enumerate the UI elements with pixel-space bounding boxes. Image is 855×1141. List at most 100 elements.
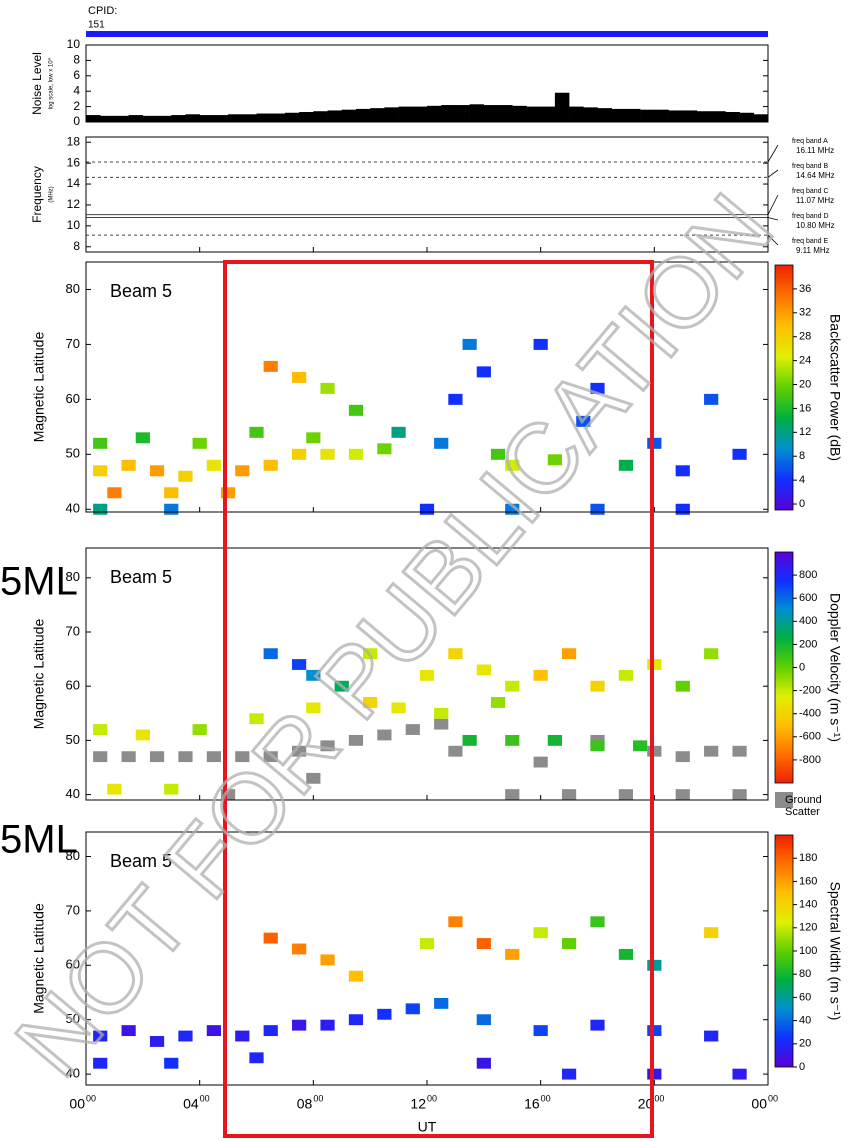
data-cell xyxy=(490,697,506,708)
data-cell xyxy=(377,443,392,455)
data-cell xyxy=(618,459,634,471)
data-cell xyxy=(263,360,278,372)
data-cell xyxy=(476,664,491,676)
colorbar-tick-label: 0 xyxy=(799,498,805,510)
data-cell xyxy=(419,669,435,681)
colorbar-tick-label: 180 xyxy=(799,852,817,864)
data-cell xyxy=(192,437,207,449)
data-cell xyxy=(292,1019,307,1031)
y-tick-label: 16 xyxy=(67,155,81,169)
y-tick-label: 70 xyxy=(66,902,80,917)
freq-band-name: freq band B xyxy=(792,163,829,170)
data-cell xyxy=(561,648,577,660)
y-tick-label: 60 xyxy=(66,391,80,406)
colorbar-label: Spectral Width (m s⁻¹) xyxy=(827,882,843,1021)
data-cell xyxy=(135,729,150,741)
data-cell xyxy=(320,954,335,966)
data-cell xyxy=(419,503,435,515)
colorbar-tick-label: -200 xyxy=(799,685,821,697)
data-cell xyxy=(647,437,662,449)
y-axis-label: Noise Level xyxy=(30,52,44,115)
freq-band-name: freq band D xyxy=(792,213,829,220)
y-tick-label: 80 xyxy=(66,281,80,296)
colorbar-label: Doppler Velocity (m s⁻¹) xyxy=(827,593,843,742)
ground-scatter-swatch xyxy=(775,792,793,808)
y-tick-label: 50 xyxy=(66,446,80,461)
side-label: 5ML xyxy=(0,818,78,862)
y-tick-label: 70 xyxy=(66,623,80,638)
cpid-label: CPID: xyxy=(88,5,117,17)
data-cell xyxy=(547,734,562,746)
ground-scatter-cell xyxy=(533,756,548,768)
data-cell xyxy=(206,459,221,471)
noise-bar xyxy=(540,106,556,122)
y-axis-sublabel: log scale, low x 10^ xyxy=(49,57,55,109)
x-tick-sup: 00 xyxy=(86,1093,96,1103)
noise-bar xyxy=(512,105,527,122)
colorbar xyxy=(774,834,794,1068)
data-cell xyxy=(121,459,136,471)
noise-bar xyxy=(242,114,257,122)
x-tick-sup: 00 xyxy=(427,1093,437,1103)
data-cell xyxy=(93,1030,108,1042)
freq-band-label: 9.11 MHz xyxy=(796,246,830,255)
data-cell xyxy=(647,659,662,670)
noise-bar xyxy=(270,113,286,122)
noise-bar xyxy=(682,110,698,122)
noise-bar xyxy=(100,115,115,122)
plot-frame xyxy=(85,136,769,253)
ground-scatter-cell xyxy=(675,789,690,800)
noise-bar xyxy=(625,108,641,122)
noise-bar xyxy=(469,104,485,122)
noise-bar xyxy=(455,105,470,122)
y-tick-label: 2 xyxy=(73,99,80,113)
data-cell xyxy=(306,702,321,714)
y-tick-label: 14 xyxy=(67,176,81,190)
data-cell xyxy=(476,366,491,378)
x-tick-label: 12 xyxy=(410,1096,426,1112)
noise-bar xyxy=(213,115,229,122)
ground-scatter-cell xyxy=(235,751,250,763)
data-cell xyxy=(675,465,690,477)
noise-bar xyxy=(313,111,328,122)
ground-scatter-cell xyxy=(320,740,335,752)
noise-bar xyxy=(412,106,428,122)
data-cell xyxy=(249,1052,264,1064)
ground-scatter-cell xyxy=(206,751,221,763)
y-axis-label: Magnetic Latitude xyxy=(31,332,47,443)
data-cell xyxy=(505,734,520,746)
data-cell xyxy=(149,1036,165,1047)
data-cell xyxy=(164,487,179,499)
noise-bar xyxy=(711,111,726,122)
data-cell xyxy=(263,648,278,660)
data-cell xyxy=(533,927,548,939)
noise-bar xyxy=(185,114,200,122)
data-cell xyxy=(249,713,264,725)
data-cell xyxy=(93,724,108,735)
ground-scatter-cell xyxy=(377,729,392,741)
data-cell xyxy=(164,503,179,515)
x-tick-label: 00 xyxy=(751,1096,767,1112)
colorbar-tick-label: -800 xyxy=(799,754,821,766)
y-tick-label: 80 xyxy=(66,848,80,863)
plot-frame xyxy=(85,547,769,801)
data-cell xyxy=(434,997,449,1009)
data-cell xyxy=(704,927,719,939)
noise-bar xyxy=(327,110,343,122)
data-cell xyxy=(448,648,463,660)
data-cell xyxy=(292,943,307,955)
colorbar-tick-label: 140 xyxy=(799,899,817,911)
freq-band-label: 10.80 MHz xyxy=(796,221,835,230)
data-cell xyxy=(93,1057,108,1069)
data-cell xyxy=(107,783,122,795)
panel-annotation: Beam 5 xyxy=(110,851,172,871)
watermark: NOT FOR PUBLICATION xyxy=(0,173,794,1096)
noise-bar xyxy=(355,108,371,122)
data-cell xyxy=(675,680,690,692)
data-cell xyxy=(348,404,364,416)
data-cell xyxy=(292,659,307,670)
ground-scatter-cell xyxy=(561,789,577,800)
noise-bar xyxy=(142,115,158,122)
data-cell xyxy=(476,1014,491,1026)
data-cell xyxy=(220,487,236,499)
